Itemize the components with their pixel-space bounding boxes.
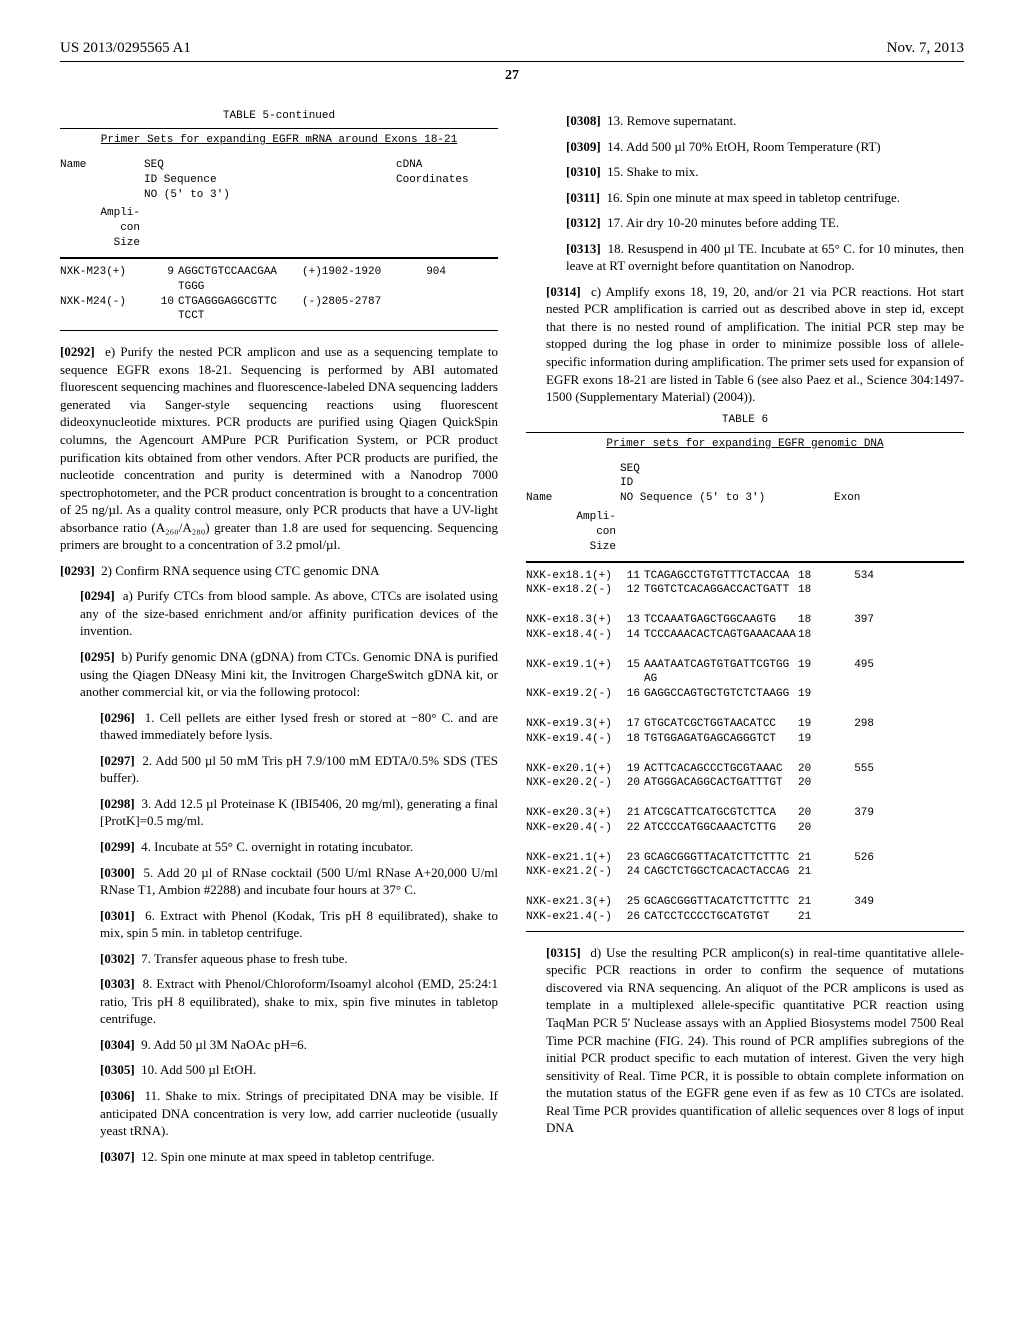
table-row: NXK-ex21.2(-)24CAGCTCTGGCTCACACTACCAG21	[526, 865, 964, 880]
col-seqid: SEQID SequenceNO (5' to 3')	[144, 158, 298, 203]
para-0302: [0302] 7. Transfer aqueous phase to fres…	[100, 950, 498, 968]
para-0314: [0314] c) Amplify exons 18, 19, 20, and/…	[546, 283, 964, 406]
para-0294: [0294] a) Purify CTCs from blood sample.…	[80, 587, 498, 640]
col-name: Name	[526, 462, 616, 507]
para-0310: [0310] 15. Shake to mix.	[566, 163, 964, 181]
table-row	[526, 643, 964, 658]
right-column: [0308] 13. Remove supernatant. [0309] 14…	[526, 104, 964, 1173]
table-row: NXK-M23(+) 9 AGGCTGTCCAACGAA TGGG (+)190…	[60, 265, 498, 295]
col-size: Ampli-conSize	[60, 206, 140, 251]
table-row: NXK-ex21.3(+)25GCAGCGGGTTACATCTTCTTTC213…	[526, 895, 964, 910]
table-row	[526, 791, 964, 806]
table-row: NXK-ex21.1(+)23GCAGCGGGTTACATCTTCTTTC215…	[526, 851, 964, 866]
publication-number: US 2013/0295565 A1	[60, 40, 191, 57]
table6-body: NXK-ex18.1(+)11TCAGAGCCTGTGTTTCTACCAA185…	[526, 562, 964, 931]
para-0312: [0312] 17. Air dry 10-20 minutes before …	[566, 214, 964, 232]
table6-title: TABLE 6	[526, 414, 964, 426]
page-number: 27	[60, 68, 964, 84]
para-0311: [0311] 16. Spin one minute at max speed …	[566, 189, 964, 207]
table-row: NXK-ex21.4(-)26CATCCTCCCCTGCATGTGT21	[526, 910, 964, 925]
table5-body: NXK-M23(+) 9 AGGCTGTCCAACGAA TGGG (+)190…	[60, 258, 498, 330]
table-row: NXK-ex19.4(-)18TGTGGAGATGAGCAGGGTCT19	[526, 732, 964, 747]
table5-header: Name SEQID SequenceNO (5' to 3') cDNACoo…	[60, 152, 498, 258]
para-0292: [0292] e) Purify the nested PCR amplicon…	[60, 343, 498, 554]
table-row	[526, 598, 964, 613]
table-row	[526, 880, 964, 895]
para-0297: [0297] 2. Add 500 µl 50 mM Tris pH 7.9/1…	[100, 752, 498, 787]
para-0308: [0308] 13. Remove supernatant.	[566, 112, 964, 130]
col-seqid: SEQIDNO Sequence (5' to 3')	[620, 462, 794, 507]
table-row: NXK-M24(-) 10 CTGAGGGAGGCGTTC TCCT (-)28…	[60, 295, 498, 325]
table-row: NXK-ex19.2(-)16GAGGCCAGTGCTGTCTCTAAGG19	[526, 687, 964, 702]
table5: Primer Sets for expanding EGFR mRNA arou…	[60, 128, 498, 331]
para-0300: [0300] 5. Add 20 µl of RNase cocktail (5…	[100, 864, 498, 899]
table-row: NXK-ex19.1(+)15AAATAATCAGTGTGATTCGTGG AG…	[526, 658, 964, 688]
table-row: NXK-ex18.1(+)11TCAGAGCCTGTGTTTCTACCAA185…	[526, 569, 964, 584]
para-0305: [0305] 10. Add 500 µl EtOH.	[100, 1061, 498, 1079]
content-columns: TABLE 5-continued Primer Sets for expand…	[60, 104, 964, 1173]
col-name: Name	[60, 158, 140, 203]
table-row	[526, 836, 964, 851]
table-row: NXK-ex18.4(-)14TCCCAAACACTCAGTGAAACAAA18	[526, 628, 964, 643]
para-0296: [0296] 1. Cell pellets are either lysed …	[100, 709, 498, 744]
col-size: Ampli-conSize	[526, 510, 616, 555]
table-row: NXK-ex20.3(+)21ATCGCATTCATGCGTCTTCA20379	[526, 806, 964, 821]
table-row	[526, 747, 964, 762]
para-0306: [0306] 11. Shake to mix. Strings of prec…	[100, 1087, 498, 1140]
col-exon: Exon	[834, 462, 874, 507]
table-row	[526, 702, 964, 717]
table5-title: TABLE 5-continued	[60, 110, 498, 122]
para-0299: [0299] 4. Incubate at 55° C. overnight i…	[100, 838, 498, 856]
table-row: NXK-ex20.4(-)22ATCCCCATGGCAAACTCTTG20	[526, 821, 964, 836]
table-row: NXK-ex18.2(-)12TGGTCTCACAGGACCACTGATT18	[526, 583, 964, 598]
para-0293: [0293] 2) Confirm RNA sequence using CTC…	[60, 562, 498, 580]
table6: Primer sets for expanding EGFR genomic D…	[526, 432, 964, 932]
para-0301: [0301] 6. Extract with Phenol (Kodak, Tr…	[100, 907, 498, 942]
para-0304: [0304] 9. Add 50 µl 3M NaOAc pH=6.	[100, 1036, 498, 1054]
table6-header: Name SEQIDNO Sequence (5' to 3') Exon Am…	[526, 456, 964, 562]
table5-subtitle: Primer Sets for expanding EGFR mRNA arou…	[60, 129, 498, 152]
left-column: TABLE 5-continued Primer Sets for expand…	[60, 104, 498, 1173]
col-coord: cDNACoordinates	[396, 158, 446, 203]
para-0295: [0295] b) Purify genomic DNA (gDNA) from…	[80, 648, 498, 701]
para-0313: [0313] 18. Resuspend in 400 µl TE. Incub…	[566, 240, 964, 275]
table-row: NXK-ex19.3(+)17GTGCATCGCTGGTAACATCC19298	[526, 717, 964, 732]
table-row: NXK-ex20.1(+)19ACTTCACAGCCCTGCGTAAAC2055…	[526, 762, 964, 777]
para-0303: [0303] 8. Extract with Phenol/Chloroform…	[100, 975, 498, 1028]
page-header: US 2013/0295565 A1 Nov. 7, 2013	[60, 40, 964, 62]
table6-subtitle: Primer sets for expanding EGFR genomic D…	[526, 433, 964, 456]
table-row: NXK-ex20.2(-)20ATGGGACAGGCACTGATTTGT20	[526, 776, 964, 791]
para-0309: [0309] 14. Add 500 µl 70% EtOH, Room Tem…	[566, 138, 964, 156]
para-0315: [0315] d) Use the resulting PCR amplicon…	[546, 944, 964, 1137]
publication-date: Nov. 7, 2013	[887, 40, 964, 57]
para-0307: [0307] 12. Spin one minute at max speed …	[100, 1148, 498, 1166]
para-0298: [0298] 3. Add 12.5 µl Proteinase K (IBI5…	[100, 795, 498, 830]
table-row: NXK-ex18.3(+)13TCCAAATGAGCTGGCAAGTG18397	[526, 613, 964, 628]
